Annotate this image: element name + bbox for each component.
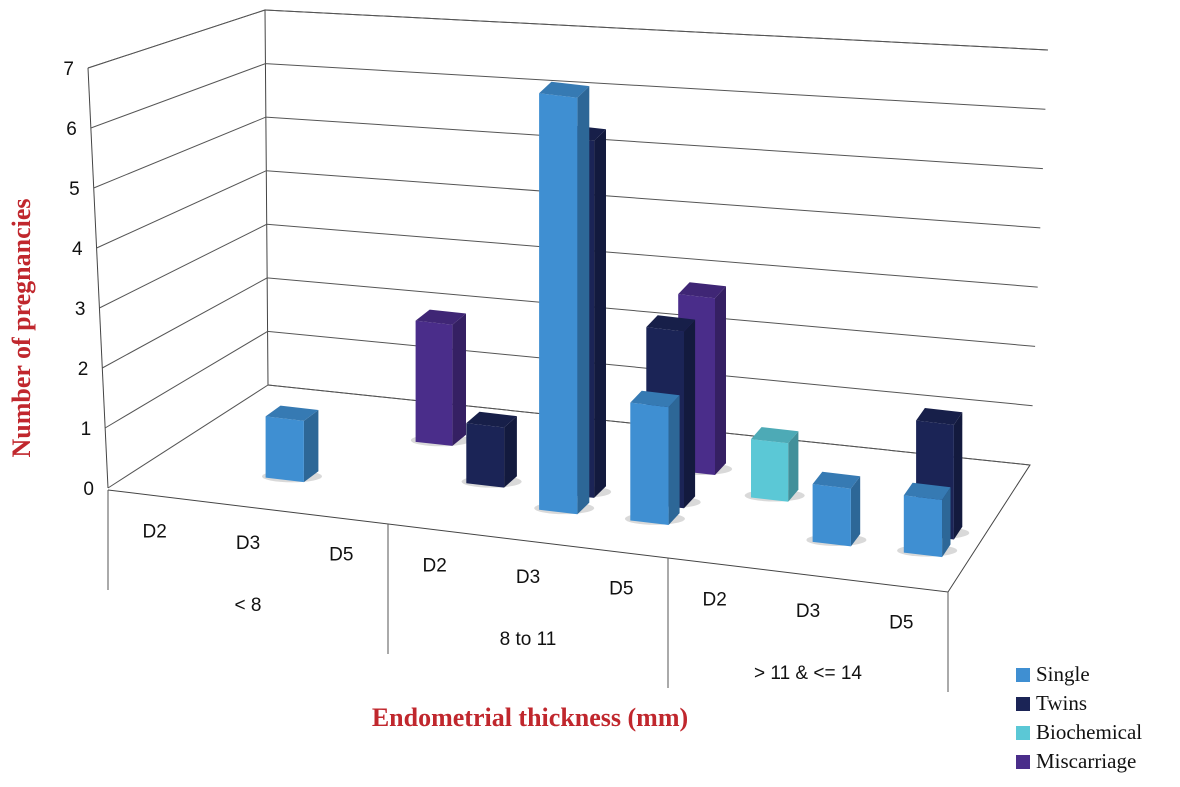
- bar-top: [539, 81, 590, 98]
- x-subcategory-label: D3: [796, 601, 820, 622]
- bar-front: [265, 416, 304, 483]
- x-group-label: < 8: [235, 595, 262, 616]
- bar-single-5: [624, 390, 685, 525]
- bar-single-4: [534, 81, 595, 515]
- legend-swatch-miscarriage: [1016, 755, 1030, 769]
- x-subcategory-label: D3: [516, 567, 540, 588]
- x-axis-label: Endometrial thickness (mm): [372, 703, 688, 732]
- legend-swatch-single: [1016, 668, 1030, 682]
- gridline: [96, 170, 1041, 249]
- y-axis-line: [87, 67, 109, 489]
- legend-label-miscarriage: Miscarriage: [1036, 749, 1136, 773]
- bar-top: [466, 411, 517, 428]
- y-tick-label: 6: [66, 119, 77, 140]
- bar-top: [415, 309, 466, 325]
- bar-side: [452, 313, 466, 446]
- x-subcategory-label: D3: [236, 533, 260, 554]
- y-axis-label: Number of pregnancies: [7, 198, 36, 457]
- x-subcategory-label: D5: [329, 544, 353, 565]
- y-tick-label: 7: [63, 59, 74, 80]
- bar-top: [678, 282, 726, 299]
- bar-side: [684, 319, 696, 509]
- x-axis: D2 D3 D5 < 8 D2 D3 D5 8 to 11 D2 D3 D5 > 11 & <= 14: [107, 490, 949, 692]
- y-axis-ticks: 0 1 2 3 4 5 6 7: [63, 59, 94, 500]
- bar-side: [715, 286, 726, 475]
- x-subcategory-label: D5: [609, 578, 633, 599]
- bar-miscarriage-2: [410, 309, 471, 447]
- bar-top: [751, 427, 799, 444]
- gridline: [90, 63, 1046, 129]
- bar-side: [850, 476, 861, 547]
- x-subcategory-label: D2: [143, 522, 167, 543]
- bar-side: [594, 129, 606, 498]
- bar-side: [504, 416, 517, 488]
- bar-front: [466, 423, 505, 488]
- x-subcategory-label: D5: [889, 612, 913, 633]
- bar-single-7: [806, 471, 867, 547]
- bar-side: [942, 487, 951, 558]
- bar-side: [788, 431, 799, 502]
- bar-front: [903, 495, 943, 558]
- y-tick-label: 5: [69, 179, 80, 200]
- bar-front: [812, 484, 851, 547]
- gridline: [99, 223, 1038, 309]
- y-tick-label: 1: [81, 419, 92, 440]
- legend-swatch-twins: [1016, 697, 1030, 711]
- y-tick-label: 0: [83, 479, 94, 500]
- x-subcategory-label: D2: [423, 556, 447, 577]
- bar-front: [539, 93, 578, 515]
- x-subcategory-label: D2: [703, 590, 727, 611]
- bar-top: [916, 408, 963, 425]
- legend: Single Twins Biochemical Miscarriage: [1016, 662, 1142, 773]
- bar-side: [953, 412, 963, 540]
- bar-front: [630, 402, 669, 525]
- gridline: [87, 9, 1049, 69]
- bar-side: [577, 86, 590, 515]
- bar-side: [303, 410, 319, 483]
- bar-top: [265, 405, 319, 421]
- bar-top: [646, 315, 696, 332]
- y-tick-label: 4: [72, 239, 83, 260]
- bar-biochemical-6: [744, 427, 805, 502]
- gridlines: [87, 9, 1049, 489]
- bar-single-1: [262, 405, 323, 483]
- bar-side: [668, 395, 680, 525]
- gridline: [104, 330, 1033, 429]
- left-wall-edge: [87, 9, 269, 386]
- gridline: [102, 277, 1036, 369]
- y-tick-label: 3: [75, 299, 86, 320]
- legend-label-single: Single: [1036, 662, 1090, 686]
- legend-swatch-biochemical: [1016, 726, 1030, 740]
- bar-single-8: [897, 482, 958, 558]
- bar-front: [751, 439, 789, 502]
- x-group-label: > 11 & <= 14: [754, 663, 862, 684]
- bar-front: [415, 320, 453, 446]
- x-group-label: 8 to 11: [500, 629, 557, 650]
- legend-label-twins: Twins: [1036, 691, 1087, 715]
- bars: [262, 81, 970, 558]
- legend-label-biochemical: Biochemical: [1036, 720, 1142, 744]
- y-tick-label: 2: [78, 359, 89, 380]
- bar-top: [903, 482, 951, 500]
- bar-top: [812, 471, 861, 489]
- bar-top: [630, 390, 680, 408]
- bar-twins-3: [461, 411, 522, 488]
- gridline: [93, 116, 1043, 189]
